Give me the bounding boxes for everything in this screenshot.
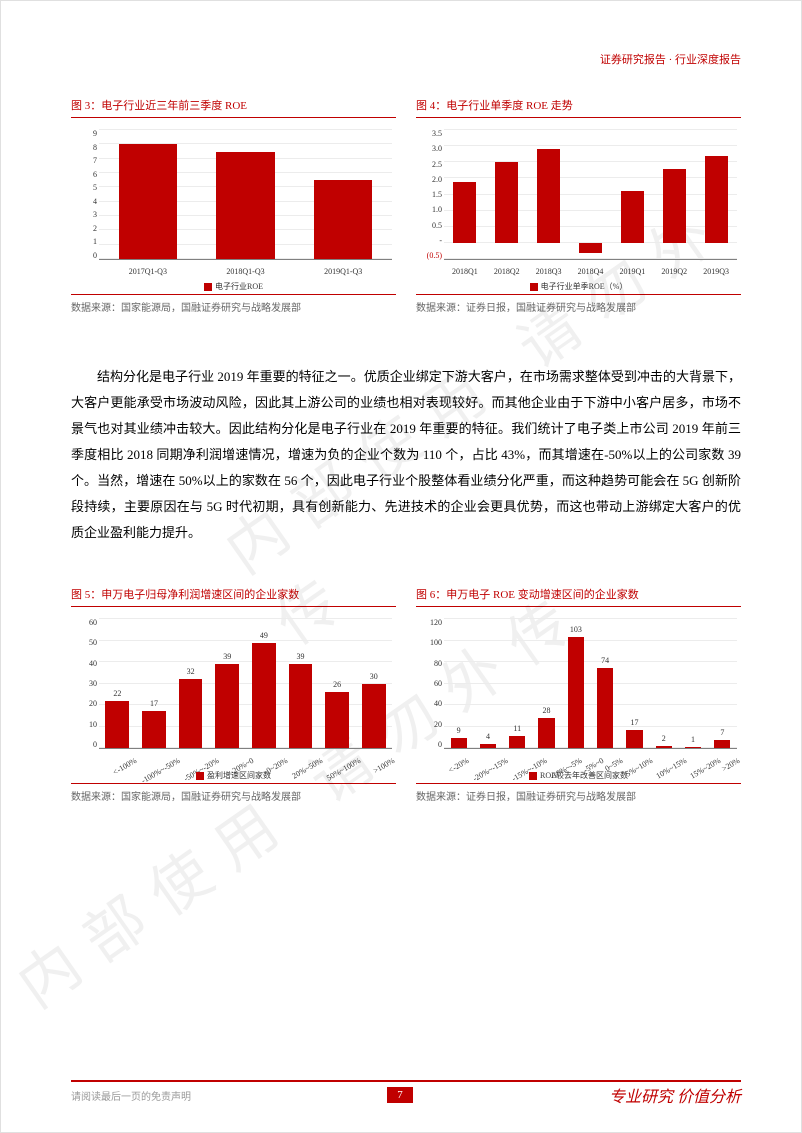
paragraph-1: 结构分化是电子行业 2019 年重要的特征之一。优质企业绑定下游大客户，在市场需…	[71, 364, 741, 546]
chart-3-source: 数据来源：国家能源局，国融证券研究与战略发展部	[71, 294, 396, 314]
body-paragraph: 结构分化是电子行业 2019 年重要的特征之一。优质企业绑定下游大客户，在市场需…	[71, 364, 741, 546]
chart-4-source: 数据来源：证券日报，国融证券研究与战略发展部	[416, 294, 741, 314]
chart-3-area: 01234567892017Q1-Q32018Q1-Q32019Q1-Q3电子行…	[71, 124, 396, 294]
chart-6-title: 图 6：申万电子 ROE 变动增速区间的企业家数	[416, 586, 741, 607]
chart-4: 图 4：电子行业单季度 ROE 走势 (0.5)-0.51.01.52.02.5…	[416, 97, 741, 334]
footer-disclaimer: 请阅读最后一页的免责声明	[71, 1088, 191, 1103]
chart-5-area: 01020304050602217323949392630<-100%-100%…	[71, 613, 396, 783]
page-header: 证券研究报告 · 行业深度报告	[71, 51, 741, 67]
chart-6: 图 6：申万电子 ROE 变动增速区间的企业家数 020406080100120…	[416, 586, 741, 823]
page-content: 证券研究报告 · 行业深度报告 图 3：电子行业近三年前三季度 ROE 0123…	[1, 1, 801, 873]
footer-brand: 专业研究 价值分析	[609, 1083, 741, 1107]
chart-5-title: 图 5：申万电子归母净利润增速区间的企业家数	[71, 586, 396, 607]
chart-6-area: 0204060801001209411281037417217<-20%-20%…	[416, 613, 741, 783]
chart-6-source: 数据来源：证券日报，国融证券研究与战略发展部	[416, 783, 741, 803]
page-number: 7	[387, 1087, 413, 1103]
chart-3: 图 3：电子行业近三年前三季度 ROE 01234567892017Q1-Q32…	[71, 97, 396, 334]
charts-row-1: 图 3：电子行业近三年前三季度 ROE 01234567892017Q1-Q32…	[71, 97, 741, 334]
page-footer: 请阅读最后一页的免责声明 7 专业研究 价值分析	[1, 1083, 801, 1107]
chart-5: 图 5：申万电子归母净利润增速区间的企业家数 01020304050602217…	[71, 586, 396, 823]
footer-divider	[71, 1080, 741, 1082]
chart-4-area: (0.5)-0.51.01.52.02.53.03.52018Q12018Q22…	[416, 124, 741, 294]
chart-5-source: 数据来源：国家能源局，国融证券研究与战略发展部	[71, 783, 396, 803]
charts-row-2: 图 5：申万电子归母净利润增速区间的企业家数 01020304050602217…	[71, 586, 741, 823]
chart-4-title: 图 4：电子行业单季度 ROE 走势	[416, 97, 741, 118]
chart-3-title: 图 3：电子行业近三年前三季度 ROE	[71, 97, 396, 118]
